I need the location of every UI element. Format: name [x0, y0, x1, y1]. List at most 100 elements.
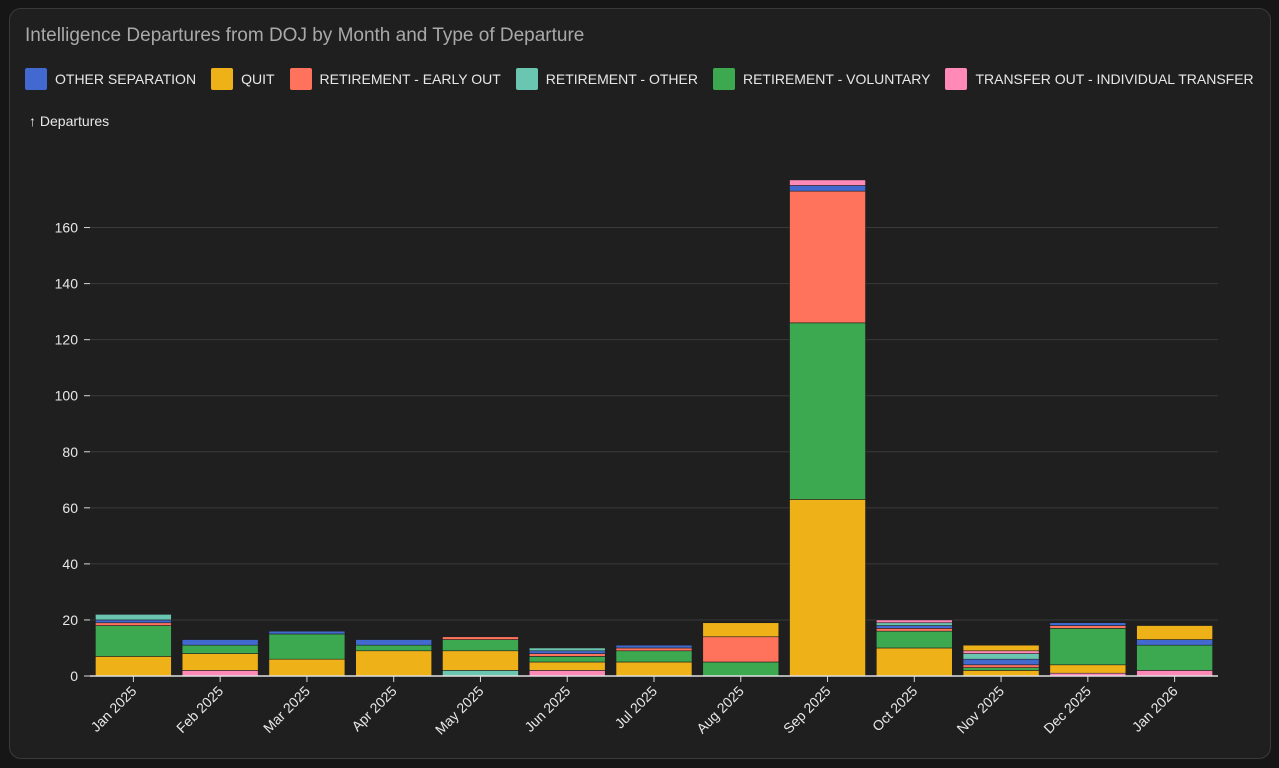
legend-swatch	[289, 68, 312, 90]
bar-segment	[962, 670, 1040, 677]
bar-segment	[95, 619, 172, 624]
bar-segment	[95, 656, 172, 677]
x-tick-label: Sep 2025	[780, 683, 834, 737]
bar-segment	[789, 185, 866, 192]
bar-segment	[789, 179, 866, 186]
x-tick-label: Oct 2025	[869, 683, 921, 735]
bar-segment	[181, 644, 259, 654]
bar-segment	[876, 619, 953, 624]
legend-swatch	[25, 68, 47, 90]
bar-segment	[442, 650, 519, 671]
legend-item-retirement-voluntary: RETIREMENT - VOLUNTARY	[712, 68, 931, 90]
bar-segment	[528, 650, 606, 654]
x-tick-label: Jun 2025	[521, 683, 573, 735]
bar-segment	[1049, 622, 1127, 626]
x-tick-label: Aug 2025	[693, 683, 747, 737]
bar-segment	[1049, 628, 1127, 666]
legend-swatch	[211, 68, 234, 90]
y-tick-label: 80	[62, 444, 78, 460]
bar-segment	[442, 636, 519, 640]
bar-segment	[962, 644, 1040, 652]
bar-segment	[355, 644, 432, 652]
y-tick-label: 160	[55, 220, 79, 236]
bar-segment	[615, 650, 693, 663]
legend-label: QUIT	[241, 71, 275, 87]
legend-label: TRANSFER OUT - INDIVIDUAL TRANSFER	[975, 71, 1254, 87]
x-tick-label: Jan 2026	[1129, 683, 1181, 735]
bar-segment	[442, 639, 519, 652]
bar-segment	[876, 625, 953, 629]
bar-segment	[962, 667, 1040, 671]
legend-label: RETIREMENT - VOLUNTARY	[742, 71, 931, 87]
y-tick-label: 140	[55, 276, 79, 292]
x-tick-label: Apr 2025	[348, 683, 400, 735]
bar-segment	[355, 639, 432, 646]
bar-segment	[615, 647, 693, 652]
x-tick-label: Feb 2025	[173, 683, 226, 736]
legend-item-quit: QUIT	[211, 68, 275, 90]
bar-segment	[95, 614, 172, 621]
bar-segment	[876, 630, 953, 649]
y-tick-label: 0	[70, 668, 78, 684]
bar-segment	[962, 650, 1040, 654]
bar-segment	[528, 653, 606, 657]
chart-title: Intelligence Departures from DOJ by Mont…	[25, 25, 585, 46]
x-tick-label: Dec 2025	[1040, 683, 1094, 737]
bar-segment	[1136, 644, 1213, 671]
legend-swatch	[515, 68, 538, 90]
bar-segment	[181, 670, 259, 677]
x-tick-label: Mar 2025	[260, 683, 313, 736]
bar-segment	[181, 653, 259, 671]
bar-segment	[181, 639, 259, 646]
legend-label: OTHER SEPARATION	[55, 71, 197, 87]
bar-segment	[528, 661, 606, 671]
bar-segment	[528, 647, 606, 652]
y-tick-label: 40	[62, 556, 78, 572]
x-tick-label: Nov 2025	[954, 683, 1008, 737]
x-tick-label: May 2025	[432, 683, 487, 738]
bar-segment	[1136, 670, 1213, 677]
legend-item-retirement-other: RETIREMENT - OTHER	[515, 68, 698, 90]
bar-segment	[1136, 625, 1213, 640]
bar-segment	[528, 670, 606, 677]
bar-segment	[528, 656, 606, 663]
legend: OTHER SEPARATION QUIT RETIREMENT - EARLY…	[25, 68, 1269, 90]
bar-segment	[1136, 639, 1213, 646]
legend-label: RETIREMENT - EARLY OUT	[319, 71, 501, 87]
legend-swatch	[945, 68, 968, 90]
bar-segment	[876, 628, 953, 632]
y-axis-title: ↑ Departures	[29, 113, 110, 129]
y-tick-label: 100	[55, 388, 79, 404]
x-tick-label: Jan 2025	[87, 683, 139, 735]
bar-segment	[962, 658, 1040, 666]
bar-segment	[442, 670, 519, 677]
bar-segment	[268, 630, 346, 635]
bar-segment	[702, 622, 780, 638]
y-tick-label: 120	[55, 332, 79, 348]
bar-segment	[615, 644, 693, 649]
bar-segment	[789, 499, 866, 677]
bar-segment	[268, 658, 346, 677]
bar-segment	[1049, 664, 1127, 674]
bar-segment	[615, 661, 693, 677]
bar-segment	[962, 664, 1040, 668]
bar-segment	[95, 622, 172, 626]
legend-item-other-separation: OTHER SEPARATION	[25, 68, 196, 90]
y-tick-label: 60	[62, 500, 78, 516]
bar-segment	[355, 650, 432, 677]
legend-label: RETIREMENT - OTHER	[545, 71, 698, 87]
legend-swatch	[712, 68, 735, 90]
bar-segment	[702, 636, 780, 663]
bar-segment	[268, 633, 346, 660]
bar-segment	[95, 625, 172, 657]
legend-item-transfer-out: TRANSFER OUT - INDIVIDUAL TRANSFER	[945, 68, 1254, 90]
bar-segment	[789, 190, 866, 324]
bar-segment	[702, 661, 780, 677]
bar-segment	[876, 622, 953, 626]
bar-segment	[962, 653, 1040, 660]
x-tick-label: Jul 2025	[611, 683, 660, 732]
y-tick-label: 20	[62, 612, 78, 628]
bar-segment	[789, 322, 866, 500]
legend-item-retirement-early-out: RETIREMENT - EARLY OUT	[289, 68, 501, 90]
